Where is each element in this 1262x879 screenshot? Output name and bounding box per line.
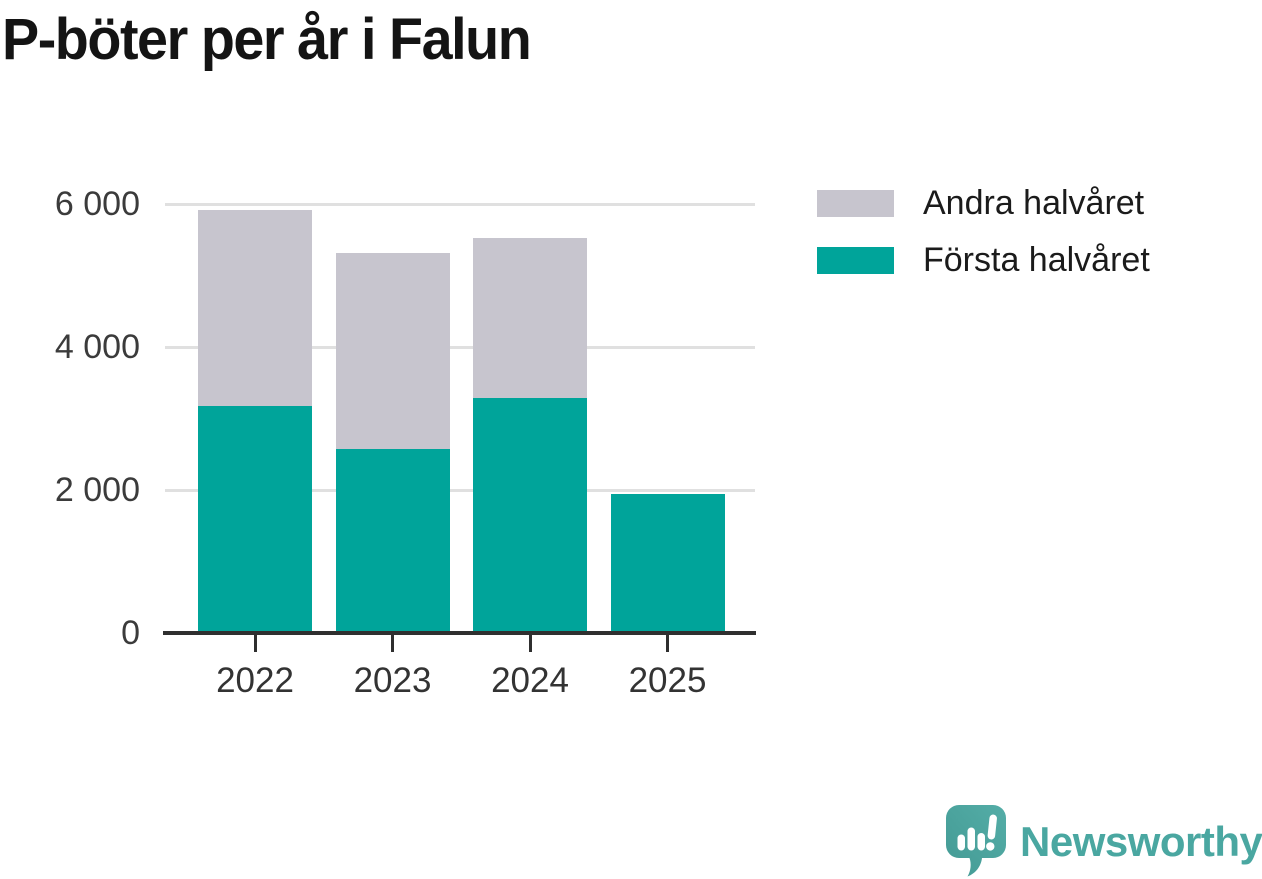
x-axis-label-2024: 2024 [491, 661, 569, 700]
bar-segment-2025-f-rsta-halv-ret [610, 493, 725, 633]
chart-title: P-böter per år i Falun [2, 7, 532, 72]
bar-segment-2022-andra-halv-ret [198, 209, 312, 406]
bar-segment-2023-f-rsta-halv-ret [335, 448, 450, 633]
gridline-6000 [165, 202, 755, 206]
legend-label-andra-halvaret: Andra halvåret [923, 184, 1145, 222]
x-axis-label-2022: 2022 [216, 661, 294, 700]
y-axis-label-2000: 2 000 [54, 471, 140, 509]
x-axis-label-2025: 2025 [628, 661, 707, 700]
bar-segment-2024-andra-halv-ret [473, 237, 587, 399]
legend-label-forsta-halvaret: Första halvåret [923, 241, 1150, 279]
y-axis-label-4000: 4 000 [54, 328, 140, 366]
gridline-4000 [165, 345, 755, 349]
newsworthy-speech-bubble-chart-icon [946, 805, 1006, 877]
x-axis-tick-2025 [666, 635, 669, 652]
x-axis-tick-2022 [253, 635, 257, 652]
legend-swatch-forsta-halvaret [817, 247, 894, 274]
x-axis-label-2023: 2023 [353, 661, 432, 700]
x-axis-tick-2024 [528, 635, 532, 652]
newsworthy-wordmark: Newsworthy [1020, 817, 1262, 865]
legend-item-forsta-halvaret: Första halvåret [817, 241, 1150, 279]
bar-segment-2023-andra-halv-ret [335, 252, 450, 449]
gridline-2000 [165, 488, 755, 492]
x-axis-line [163, 631, 756, 635]
x-axis-tick-2023 [391, 635, 394, 652]
legend-swatch-andra-halvaret [817, 190, 894, 217]
y-axis-label-6000: 6 000 [54, 185, 140, 223]
y-axis-label-0: 0 [121, 614, 140, 652]
legend: Andra halvåret Första halvåret [817, 184, 1150, 304]
legend-item-andra-halvaret: Andra halvåret [817, 184, 1150, 222]
bar-segment-2022-f-rsta-halv-ret [198, 405, 312, 633]
bar-segment-2024-f-rsta-halv-ret [473, 398, 587, 633]
newsworthy-logo: Newsworthy [946, 805, 1262, 878]
